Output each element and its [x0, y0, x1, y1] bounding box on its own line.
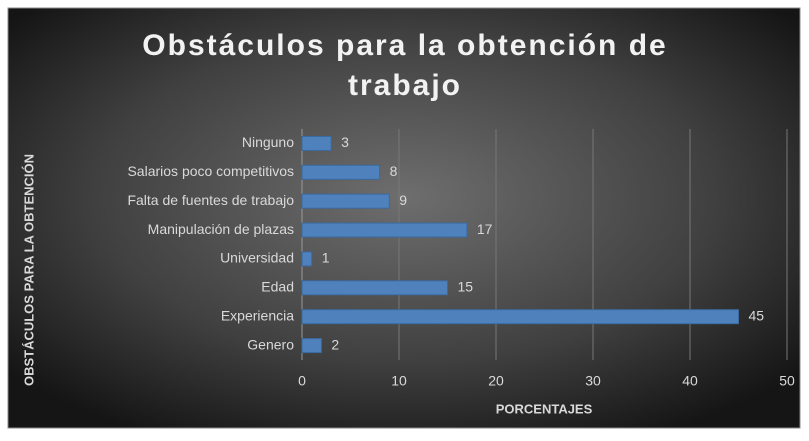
y-tick-label: Experiencia	[221, 307, 294, 323]
bar	[301, 251, 313, 267]
y-tick-label: Edad	[261, 279, 294, 295]
y-tick-label: Genero	[247, 336, 294, 352]
y-tick-label: Universidad	[220, 250, 294, 266]
data-label: 15	[458, 279, 474, 295]
bar	[301, 338, 322, 354]
y-tick-label: Manipulación de plazas	[148, 221, 294, 237]
bar	[301, 309, 739, 325]
bar	[301, 164, 381, 180]
x-tick-label: 0	[298, 373, 306, 389]
data-label: 8	[390, 163, 398, 179]
x-tick-label: 30	[585, 373, 601, 389]
x-tick-label: 20	[488, 373, 504, 389]
data-label: 17	[477, 221, 493, 237]
x-tick-label: 50	[779, 373, 795, 389]
data-label: 2	[331, 336, 339, 352]
data-label: 45	[749, 307, 765, 323]
bar	[301, 222, 468, 238]
y-tick-label: Falta de fuentes de trabajo	[127, 192, 294, 208]
data-label: 9	[399, 192, 407, 208]
y-tick-label: Salarios poco competitivos	[127, 163, 294, 179]
data-label: 3	[341, 134, 349, 150]
x-axis-label: PORCENTAJES	[496, 401, 593, 416]
chart-title: Obstáculos para la obtención de trabajo	[142, 29, 668, 102]
data-label: 1	[322, 250, 330, 266]
x-tick-label: 40	[682, 373, 698, 389]
bar	[301, 135, 332, 151]
bar	[301, 193, 390, 209]
y-tick-label: Ninguno	[242, 134, 294, 150]
x-tick-label: 10	[391, 373, 407, 389]
chart-background	[7, 7, 801, 429]
bar	[301, 280, 448, 296]
y-axis-label: OBSTÁCULOS PARA LA OBTENCIÓN	[21, 154, 36, 386]
